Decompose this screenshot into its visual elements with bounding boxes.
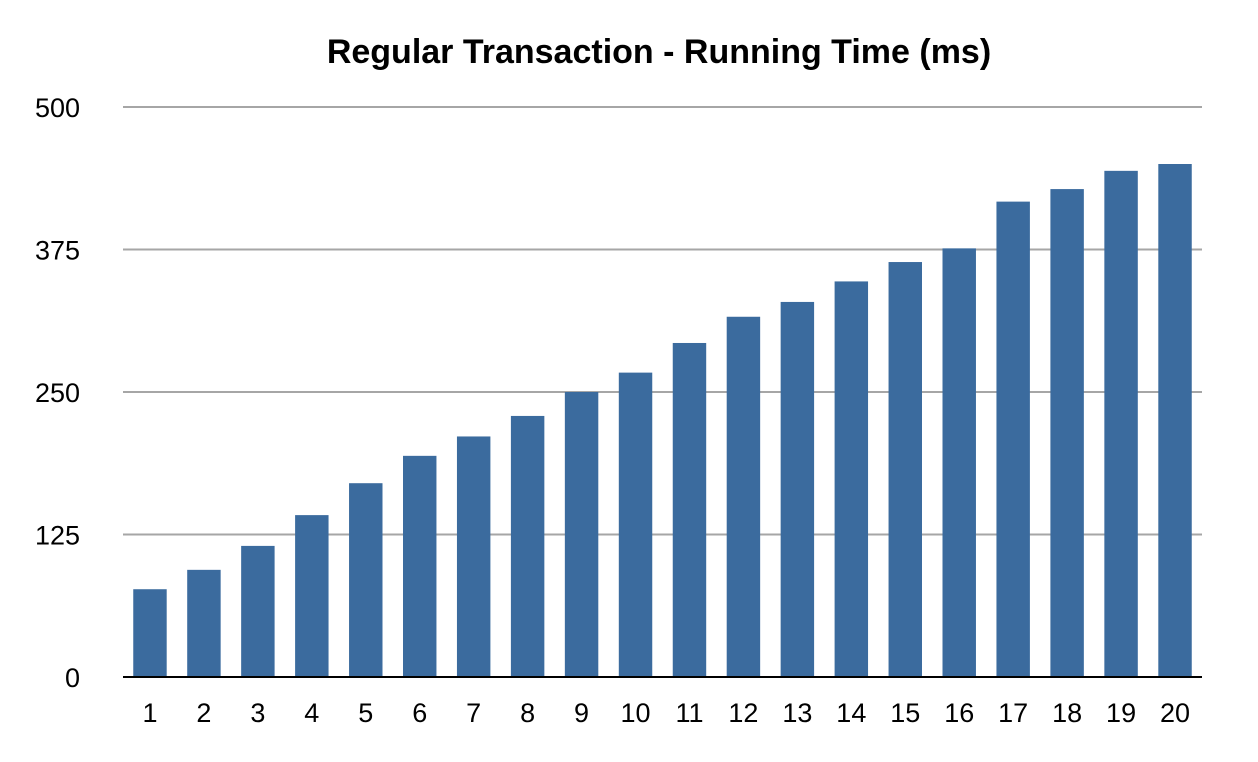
bar-12 <box>726 316 761 677</box>
x-tick-label: 19 <box>1106 698 1136 728</box>
bar-20 <box>1158 164 1192 677</box>
y-tick-label: 500 <box>35 93 80 123</box>
y-tick-label: 125 <box>35 521 80 551</box>
bars <box>133 164 1192 678</box>
chart-title: Regular Transaction - Running Time (ms) <box>327 33 991 71</box>
bar-11 <box>672 342 707 677</box>
bar-4 <box>295 515 329 677</box>
x-tick-label: 11 <box>675 698 703 728</box>
bar-6 <box>403 455 437 677</box>
bar-14 <box>834 281 869 677</box>
bar-10 <box>618 372 653 677</box>
x-tick-label: 18 <box>1052 698 1082 728</box>
x-tick-label: 4 <box>304 698 319 728</box>
bar-8 <box>510 415 545 677</box>
gridlines <box>123 106 1202 536</box>
x-tick-label: 20 <box>1160 698 1190 728</box>
x-tick-label: 8 <box>520 698 535 728</box>
bar-18 <box>1050 189 1084 677</box>
x-tick-label: 9 <box>574 698 589 728</box>
x-tick-label: 15 <box>890 698 920 728</box>
bar-5 <box>349 483 383 677</box>
y-tick-label: 250 <box>35 378 80 408</box>
x-tick-label: 6 <box>412 698 427 728</box>
bar-19 <box>1104 170 1138 677</box>
bar-7 <box>456 436 491 677</box>
bar-15 <box>888 262 922 677</box>
y-tick-label: 375 <box>35 236 80 266</box>
x-tick-label: 3 <box>250 698 265 728</box>
bar-16 <box>942 248 976 678</box>
bar-13 <box>780 301 815 677</box>
x-tick-label: 7 <box>466 698 481 728</box>
y-axis-ticks: 0 125 250 375 500 <box>35 93 80 693</box>
bar-3 <box>241 545 275 677</box>
x-tick-label: 2 <box>196 698 211 728</box>
bar-2 <box>187 569 221 677</box>
bar-17 <box>996 201 1030 677</box>
x-tick-label: 1 <box>142 698 157 728</box>
x-tick-label: 13 <box>782 698 812 728</box>
bar-1 <box>133 589 167 677</box>
y-tick-label: 0 <box>65 663 80 693</box>
x-tick-label: 10 <box>621 698 651 728</box>
x-tick-label: 12 <box>728 698 758 728</box>
x-tick-label: 16 <box>944 698 974 728</box>
x-tick-label: 17 <box>998 698 1028 728</box>
bar-9 <box>564 392 599 677</box>
x-tick-label: 14 <box>836 698 866 728</box>
x-axis-ticks: 1 2 3 4 5 6 7 8 9 10 11 12 13 14 15 16 17 18 19 20 <box>142 698 1190 728</box>
x-tick-label: 5 <box>358 698 373 728</box>
